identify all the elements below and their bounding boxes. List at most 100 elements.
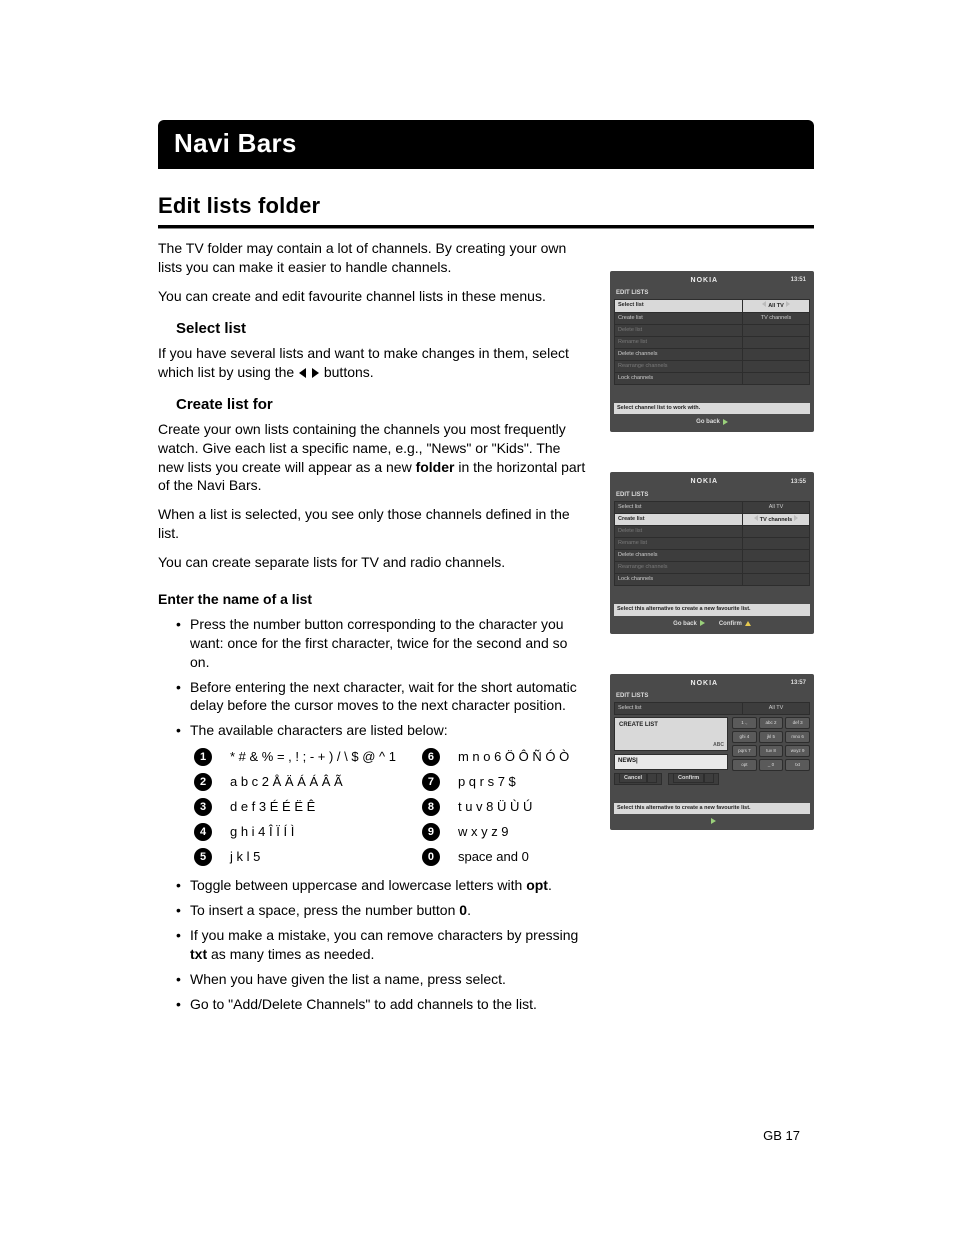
confirm-button[interactable]: Confirm (668, 773, 719, 784)
number-badge: 1 (194, 748, 212, 766)
play-icon (700, 620, 705, 626)
info-bar: Select channel list to work with. (614, 403, 810, 414)
number-badge: 7 (422, 773, 440, 791)
play-icon (723, 419, 728, 425)
text-column: The TV folder may contain a lot of chann… (158, 239, 586, 1022)
bullet: Go to "Add/Delete Channels" to add chann… (176, 995, 586, 1014)
char-set: g h i 4 Î Ï Í Ì (230, 823, 294, 841)
info-bar: Select this alternative to create a new … (614, 803, 810, 814)
keypad-key[interactable]: 1 ., (732, 717, 757, 729)
keypad-key[interactable]: wxyz 9 (785, 745, 810, 757)
keypad-key[interactable]: opt (732, 759, 757, 771)
char-set: * # & % = , ! ; - + ) / \ $ @ ^ 1 (230, 748, 396, 766)
manual-page: Navi Bars Edit lists folder The TV folde… (0, 0, 954, 1235)
after-bullets: Toggle between uppercase and lowercase l… (176, 876, 586, 1013)
char-row: 3 d e f 3 É É Ë Ê (194, 798, 396, 816)
char-row: 0 space and 0 (422, 848, 569, 866)
keypad-key[interactable]: txt (785, 759, 810, 771)
create-list-heading: Create list for (176, 395, 586, 415)
left-arrow-icon (299, 368, 306, 378)
two-column-layout: The TV folder may contain a lot of chann… (158, 239, 814, 1022)
nokia-brand: NOKIA (691, 679, 719, 688)
char-col-left: 1 * # & % = , ! ; - + ) / \ $ @ ^ 1 2 a b c… (194, 748, 396, 866)
keypad-key[interactable]: def 3 (785, 717, 810, 729)
clock: 13:51 (791, 276, 806, 284)
number-badge: 8 (422, 798, 440, 816)
list-name-input[interactable]: NEWS| (614, 754, 728, 770)
menu-table: Select listAll TVCreate listTV channelsD… (614, 501, 810, 586)
number-badge: 5 (194, 848, 212, 866)
keypad: 1 .,abc 2def 3 ghi 4jkl 5mno 6 pqrs 7tuv 8… (732, 717, 810, 784)
triangle-icon (745, 621, 751, 626)
enter-name-heading: Enter the name of a list (158, 590, 586, 609)
chapter-title: Navi Bars (174, 126, 798, 161)
create-list-p2: When a list is selected, you see only th… (158, 505, 586, 543)
go-back-label: Go back (696, 419, 720, 425)
character-table: 1 * # & % = , ! ; - + ) / \ $ @ ^ 1 2 a b c… (194, 748, 586, 866)
nokia-brand: NOKIA (691, 477, 719, 486)
bullet: If you make a mistake, you can remove ch… (176, 926, 586, 964)
intro-p2: You can create and edit favourite channe… (158, 287, 586, 306)
clock: 13:57 (791, 679, 806, 687)
char-row: 4 g h i 4 Î Ï Í Ì (194, 823, 396, 841)
screenshot-edit-lists-1: NOKIA13:51 EDIT LISTS Select listAll TVC… (610, 271, 814, 432)
section-heading: Edit lists folder (158, 191, 814, 221)
keypad-key[interactable]: tuv 8 (759, 745, 784, 757)
bullet: When you have given the list a name, pre… (176, 970, 586, 989)
number-badge: 9 (422, 823, 440, 841)
char-row: 9w x y z 9 (422, 823, 569, 841)
keypad-key[interactable]: mno 6 (785, 731, 810, 743)
char-row: 1 * # & % = , ! ; - + ) / \ $ @ ^ 1 (194, 748, 396, 766)
number-badge: 0 (422, 848, 440, 866)
keypad-key[interactable]: abc 2 (759, 717, 784, 729)
number-badge: 4 (194, 823, 212, 841)
nokia-brand: NOKIA (691, 276, 719, 285)
section-rule (158, 225, 814, 229)
create-list-panel: CREATE LISTABC (614, 717, 728, 751)
char-row: 6 m n o 6 Ö Ô Ñ Ó Ò (422, 748, 569, 766)
cancel-button[interactable]: Cancel (614, 773, 662, 784)
char-set: p q r s 7 $ (458, 773, 516, 791)
screen-title: EDIT LISTS (614, 491, 810, 501)
keypad-key[interactable]: pqrs 7 (732, 745, 757, 757)
number-badge: 2 (194, 773, 212, 791)
bullet: The available characters are listed belo… (176, 721, 586, 740)
char-set: j k l 5 (230, 848, 260, 866)
menu-table: Select listAll TVCreate listTV channelsD… (614, 299, 810, 384)
char-set: m n o 6 Ö Ô Ñ Ó Ò (458, 748, 569, 766)
clock: 13:55 (791, 478, 806, 486)
go-back-label: Go back (673, 621, 697, 627)
right-arrow-icon (312, 368, 319, 378)
folder-bold: folder (416, 459, 455, 475)
screenshot-create-list: NOKIA13:57 EDIT LISTS Select listAll TV … (610, 674, 814, 830)
play-icon (647, 773, 657, 783)
char-col-right: 6 m n o 6 Ö Ô Ñ Ó Ò 7 p q r s 7 $ 8 t u v 8 Ü… (422, 748, 569, 866)
menu-table: Select listAll TV (614, 702, 810, 715)
bullet: Press the number button corresponding to… (176, 615, 586, 672)
bullet: Before entering the next character, wait… (176, 678, 586, 716)
char-row: 5 j k l 5 (194, 848, 396, 866)
info-bar: Select this alternative to create a new … (614, 604, 810, 615)
select-list-p: If you have several lists and want to ma… (158, 344, 586, 382)
number-badge: 6 (422, 748, 440, 766)
keypad-key[interactable]: _ 0 (759, 759, 784, 771)
intro-p1: The TV folder may contain a lot of chann… (158, 239, 586, 277)
create-list-p1: Create your own lists containing the cha… (158, 420, 586, 496)
char-row: 7 p q r s 7 $ (422, 773, 569, 791)
number-badge: 3 (194, 798, 212, 816)
bullet: To insert a space, press the number butt… (176, 901, 586, 920)
screen-title: EDIT LISTS (614, 692, 810, 702)
confirm-label: Confirm (719, 621, 742, 627)
play-icon (711, 818, 716, 824)
page-number: GB 17 (763, 1127, 800, 1145)
keypad-key[interactable]: ghi 4 (732, 731, 757, 743)
screenshot-column: NOKIA13:51 EDIT LISTS Select listAll TVC… (610, 239, 814, 1022)
input-mode-indicator: ABC (713, 742, 724, 749)
char-set: a b c 2 Å Ä Á Á Â Ã (230, 773, 343, 791)
enter-name-bullets: Press the number button corresponding to… (176, 615, 586, 740)
char-set: t u v 8 Ü Ù Ú (458, 798, 532, 816)
bullet: Toggle between uppercase and lowercase l… (176, 876, 586, 895)
char-set: d e f 3 É É Ë Ê (230, 798, 315, 816)
keypad-key[interactable]: jkl 5 (759, 731, 784, 743)
char-set: space and 0 (458, 848, 529, 866)
